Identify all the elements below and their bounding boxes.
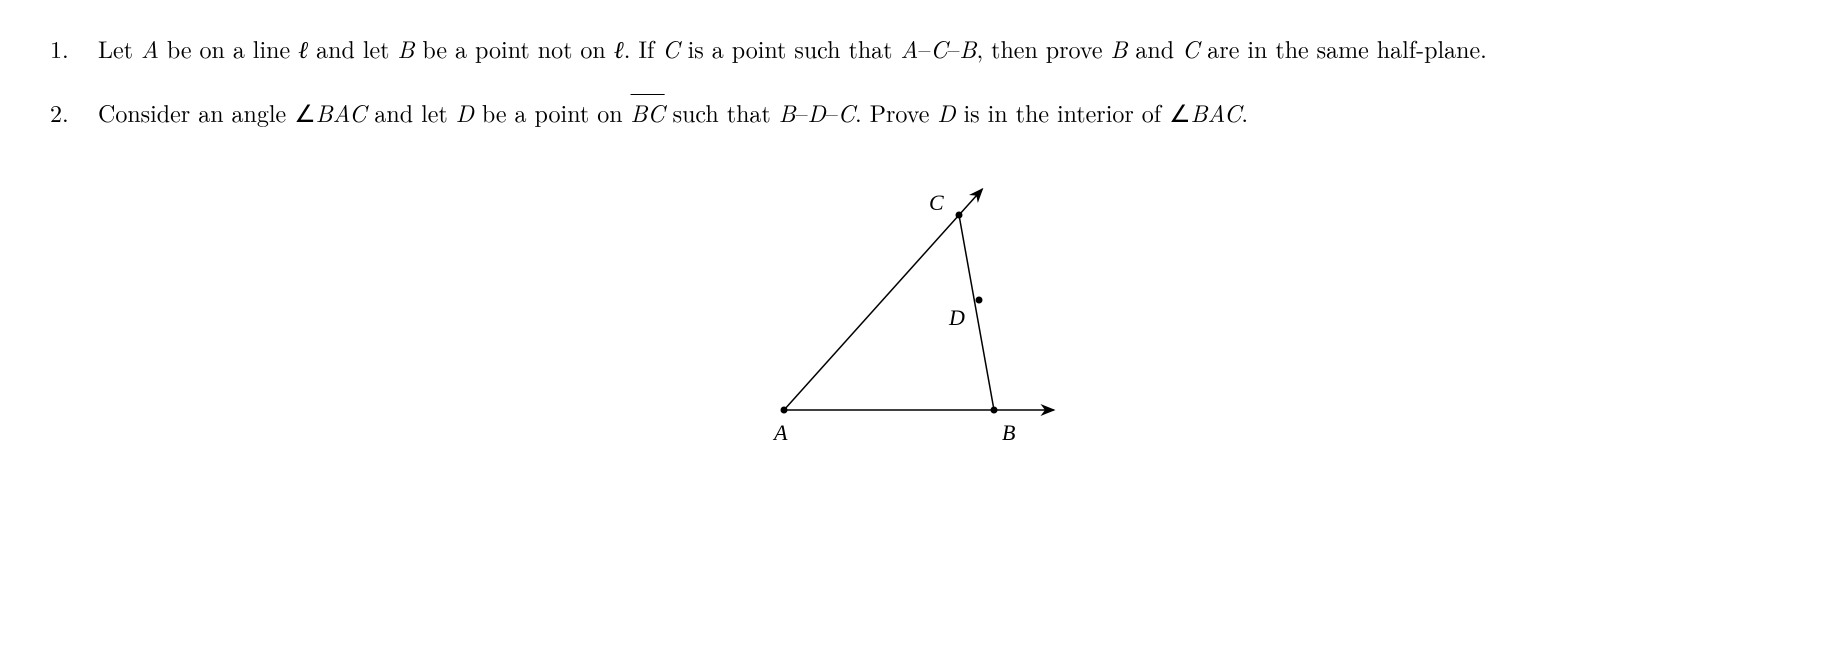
diagram-line xyxy=(784,189,982,410)
problem-2: 2.Consider an angle ∠BAC and let D be a … xyxy=(50,94,1797,130)
text-part: B xyxy=(960,31,977,65)
text-part: C xyxy=(838,95,855,129)
text-part: ℓ xyxy=(614,31,624,65)
text-part: C xyxy=(930,31,947,65)
text-part: and xyxy=(1127,31,1182,65)
text-part: – xyxy=(826,95,838,129)
text-part: is in the interior of ∠ xyxy=(956,95,1191,129)
text-part: . xyxy=(1241,95,1248,129)
text-part: Consider an angle ∠ xyxy=(98,95,316,129)
text-part: BC xyxy=(631,95,665,129)
problem-1: 1.Let A be on a line ℓ and let B be a po… xyxy=(50,30,1797,66)
diagram-container: A B C D xyxy=(50,160,1797,468)
text-part: are in the same half-plane. xyxy=(1199,31,1487,65)
text-part: C xyxy=(1182,31,1199,65)
point-C xyxy=(955,212,962,219)
point-label-B: B xyxy=(1002,420,1015,445)
text-part: – xyxy=(918,31,930,65)
text-part: is a point such that xyxy=(680,31,901,65)
text-part: – xyxy=(796,95,808,129)
text-part: be a point on xyxy=(474,95,631,129)
text-part: . If xyxy=(624,31,663,65)
geometry-diagram: A B C D xyxy=(744,160,1104,460)
problem-text: Let A be on a line ℓ and let B be a poin… xyxy=(98,30,1797,66)
point-label-C: C xyxy=(929,190,944,215)
problem-text: Consider an angle ∠BAC and let D be a po… xyxy=(98,94,1797,130)
point-D xyxy=(975,297,982,304)
text-part: and let xyxy=(366,95,455,129)
point-label-D: D xyxy=(948,305,965,330)
text-part: BAC xyxy=(316,95,367,129)
text-part: C xyxy=(662,31,679,65)
text-part: be on a line xyxy=(159,31,298,65)
text-part: B xyxy=(397,31,414,65)
problem-number: 2. xyxy=(50,94,98,130)
text-part: be a point not on xyxy=(414,31,613,65)
point-B xyxy=(990,407,997,414)
text-part: Let xyxy=(98,31,141,65)
point-A xyxy=(780,407,787,414)
text-part: A xyxy=(901,31,919,65)
text-part: D xyxy=(808,95,826,129)
text-part: , then prove xyxy=(976,31,1110,65)
text-part: BAC xyxy=(1191,95,1242,129)
text-part: D xyxy=(456,95,474,129)
text-part: A xyxy=(141,31,159,65)
text-part: ℓ xyxy=(298,31,308,65)
text-part: – xyxy=(948,31,960,65)
text-part: D xyxy=(937,95,955,129)
text-part: and let xyxy=(308,31,397,65)
point-label-A: A xyxy=(772,420,788,445)
text-part: B xyxy=(1111,31,1128,65)
text-part: B xyxy=(779,95,796,129)
problem-number: 1. xyxy=(50,30,98,66)
text-part: . Prove xyxy=(855,95,937,129)
text-part: such that xyxy=(665,95,779,129)
